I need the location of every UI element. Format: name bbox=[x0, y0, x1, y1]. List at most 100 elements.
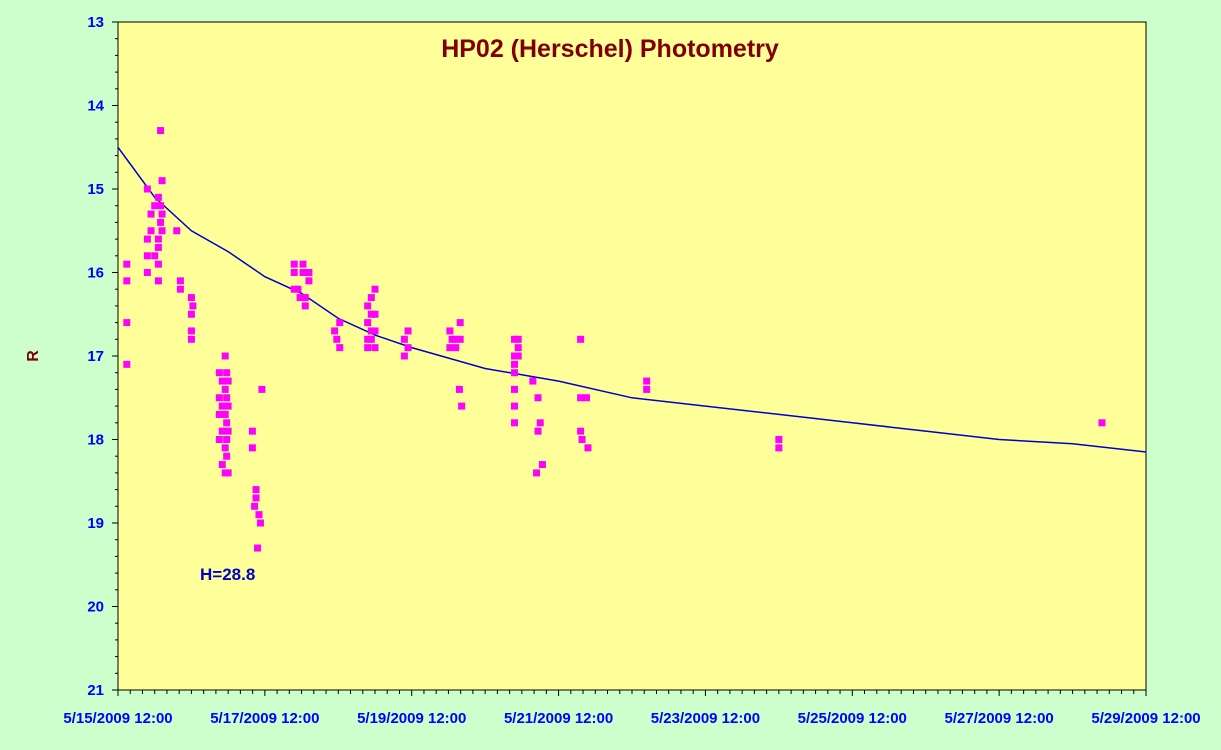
data-point bbox=[301, 294, 309, 302]
data-point bbox=[157, 202, 165, 210]
data-point bbox=[404, 327, 412, 335]
data-point bbox=[336, 344, 344, 352]
data-point bbox=[301, 302, 309, 310]
data-point bbox=[577, 335, 585, 343]
data-point bbox=[258, 385, 266, 393]
y-tick-label: 20 bbox=[87, 599, 104, 616]
data-point bbox=[123, 260, 131, 268]
data-point bbox=[189, 302, 197, 310]
data-point bbox=[218, 402, 226, 410]
data-point bbox=[151, 252, 159, 260]
data-points-layer bbox=[123, 127, 1106, 552]
data-point bbox=[775, 444, 783, 452]
data-point bbox=[173, 227, 181, 235]
data-point bbox=[452, 344, 460, 352]
y-tick-label: 17 bbox=[87, 348, 104, 365]
data-point bbox=[305, 269, 313, 276]
plot-area bbox=[117, 21, 1147, 691]
data-point bbox=[371, 344, 379, 352]
data-point bbox=[143, 252, 151, 260]
data-point bbox=[154, 260, 162, 268]
x-tick-label: 5/25/2009 12:00 bbox=[798, 710, 907, 727]
x-tick-label: 5/27/2009 12:00 bbox=[945, 710, 1054, 727]
data-point bbox=[511, 402, 519, 410]
data-point bbox=[251, 502, 259, 510]
data-point bbox=[223, 436, 231, 443]
data-point bbox=[218, 461, 226, 469]
data-point bbox=[577, 394, 585, 402]
data-point bbox=[400, 335, 408, 343]
data-point bbox=[529, 377, 537, 385]
data-point bbox=[511, 419, 519, 427]
data-point bbox=[215, 394, 223, 402]
data-point bbox=[221, 410, 229, 418]
data-point bbox=[290, 260, 298, 268]
data-point bbox=[248, 427, 256, 435]
x-tick-label: 5/21/2009 12:00 bbox=[504, 710, 613, 727]
data-point bbox=[154, 243, 162, 251]
data-point bbox=[371, 285, 379, 293]
data-point bbox=[455, 385, 463, 393]
data-point bbox=[446, 344, 454, 352]
y-axis-label: R bbox=[25, 350, 42, 362]
data-point bbox=[154, 235, 162, 243]
data-point bbox=[252, 486, 260, 494]
data-point bbox=[371, 310, 379, 318]
data-point bbox=[221, 352, 229, 360]
data-point bbox=[123, 319, 131, 327]
data-point bbox=[582, 394, 590, 402]
data-point bbox=[143, 235, 151, 243]
data-point bbox=[143, 269, 151, 276]
y-tick-label: 19 bbox=[87, 515, 104, 532]
data-point bbox=[367, 310, 375, 318]
data-point bbox=[290, 269, 298, 276]
y-tick-label: 14 bbox=[87, 98, 104, 115]
data-point bbox=[215, 369, 223, 377]
data-point bbox=[154, 277, 162, 285]
data-point bbox=[223, 369, 231, 377]
x-tick-label: 5/15/2009 12:00 bbox=[63, 710, 172, 727]
data-point bbox=[221, 444, 229, 452]
data-point bbox=[775, 436, 783, 443]
data-point bbox=[643, 377, 651, 385]
data-point bbox=[371, 327, 379, 335]
data-point bbox=[143, 185, 151, 193]
y-tick-label: 21 bbox=[87, 682, 104, 699]
data-point bbox=[158, 227, 166, 235]
data-point bbox=[400, 352, 408, 360]
data-point bbox=[333, 335, 341, 343]
y-axis: 13 14 15 16 17 18 19 20 21 bbox=[87, 14, 118, 699]
data-point bbox=[218, 377, 226, 385]
data-point bbox=[123, 277, 131, 285]
fit-curve-line bbox=[117, 146, 1147, 453]
data-point bbox=[187, 310, 195, 318]
data-point bbox=[215, 410, 223, 418]
data-point bbox=[364, 302, 372, 310]
x-tick-label: 5/29/2009 12:00 bbox=[1091, 710, 1200, 727]
data-point bbox=[147, 210, 155, 218]
x-tick-label: 5/17/2009 12:00 bbox=[210, 710, 319, 727]
y-tick-label: 18 bbox=[87, 432, 104, 449]
data-point bbox=[514, 344, 522, 352]
x-axis: 5/15/2009 12:00 5/17/2009 12:00 5/19/2009 … bbox=[63, 690, 1201, 727]
data-point bbox=[538, 461, 546, 469]
data-point bbox=[254, 544, 262, 552]
data-point bbox=[367, 335, 375, 343]
annotation-h-value: H=28.8 bbox=[200, 565, 255, 584]
data-point bbox=[224, 427, 232, 435]
data-point bbox=[176, 277, 184, 285]
data-point bbox=[536, 419, 544, 427]
data-point bbox=[221, 385, 229, 393]
data-point bbox=[154, 193, 162, 201]
data-point bbox=[224, 402, 232, 410]
data-point bbox=[1098, 419, 1106, 427]
x-tick-label: 5/23/2009 12:00 bbox=[651, 710, 760, 727]
data-point bbox=[223, 452, 231, 460]
data-point bbox=[215, 436, 223, 443]
data-point bbox=[511, 385, 519, 393]
data-point bbox=[296, 294, 304, 302]
data-point bbox=[256, 519, 264, 527]
data-point bbox=[187, 327, 195, 335]
data-point bbox=[367, 294, 375, 302]
